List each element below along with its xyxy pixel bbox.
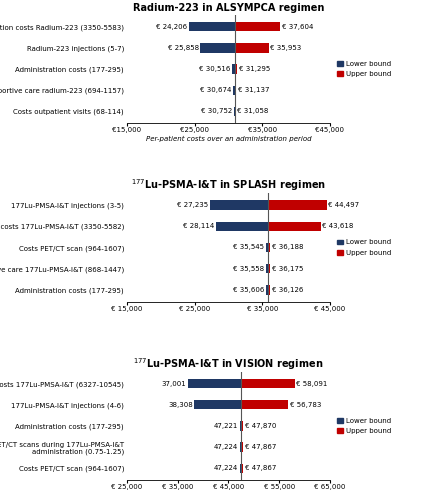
Text: € 43,618: € 43,618 [322, 224, 354, 230]
Text: 38,308: 38,308 [168, 402, 193, 407]
Text: € 27,235: € 27,235 [177, 202, 208, 208]
Legend: Lower bound, Upper bound: Lower bound, Upper bound [338, 418, 391, 434]
Legend: Lower bound, Upper bound: Lower bound, Upper bound [338, 61, 391, 77]
Title: $^{177}$Lu-PSMA-I&T in VISION regimen: $^{177}$Lu-PSMA-I&T in VISION regimen [133, 356, 324, 372]
Text: € 24,206: € 24,206 [157, 24, 187, 30]
Text: 47,224: 47,224 [214, 466, 238, 471]
Bar [242, 464, 243, 473]
Text: € 35,545: € 35,545 [233, 244, 264, 250]
X-axis label: Per-patient costs over an administration period: Per-patient costs over an administration… [146, 136, 311, 142]
Bar [242, 379, 295, 388]
Bar [242, 400, 288, 409]
Bar [234, 22, 280, 32]
Text: € 30,516: € 30,516 [199, 66, 230, 72]
Text: € 35,558: € 35,558 [233, 266, 264, 272]
Text: € 28,114: € 28,114 [183, 224, 214, 230]
Text: € 30,674: € 30,674 [200, 88, 231, 94]
Bar [234, 64, 237, 74]
Text: € 35,606: € 35,606 [233, 287, 265, 293]
Bar [233, 106, 234, 116]
Text: € 31,137: € 31,137 [238, 88, 269, 94]
Bar [240, 464, 242, 473]
Bar [195, 400, 242, 409]
Bar [266, 242, 268, 252]
Bar [268, 242, 270, 252]
Text: € 31,295: € 31,295 [239, 66, 270, 72]
Bar [188, 379, 242, 388]
Text: € 58,091: € 58,091 [297, 380, 328, 386]
Bar [216, 222, 268, 231]
Bar [189, 22, 234, 32]
Bar [268, 200, 327, 210]
Bar [268, 264, 270, 274]
Bar [234, 106, 236, 116]
Bar [201, 43, 234, 52]
Bar [268, 222, 321, 231]
Text: € 36,188: € 36,188 [272, 244, 303, 250]
Bar [233, 86, 234, 95]
Bar [268, 285, 270, 294]
Text: € 56,783: € 56,783 [290, 402, 321, 407]
Bar [240, 421, 242, 430]
Text: € 44,497: € 44,497 [328, 202, 359, 208]
Text: € 47,870: € 47,870 [244, 423, 276, 429]
Text: € 35,953: € 35,953 [270, 45, 302, 51]
Title: $^{177}$Lu-PSMA-I&T in SPLASH regimen: $^{177}$Lu-PSMA-I&T in SPLASH regimen [131, 178, 326, 194]
Text: € 47,867: € 47,867 [244, 466, 276, 471]
Text: € 37,604: € 37,604 [282, 24, 313, 30]
Text: € 31,058: € 31,058 [237, 108, 269, 114]
Bar [266, 264, 268, 274]
Text: € 47,867: € 47,867 [244, 444, 276, 450]
Legend: Lower bound, Upper bound: Lower bound, Upper bound [338, 240, 391, 256]
Text: € 30,752: € 30,752 [201, 108, 232, 114]
Bar [210, 200, 268, 210]
Bar [232, 64, 234, 74]
Text: € 36,175: € 36,175 [272, 266, 303, 272]
Bar [266, 285, 268, 294]
Bar [234, 43, 269, 52]
Text: € 25,858: € 25,858 [168, 45, 199, 51]
Text: 37,001: 37,001 [162, 380, 186, 386]
Text: 47,224: 47,224 [214, 444, 238, 450]
Bar [240, 442, 242, 452]
Bar [234, 86, 236, 95]
Text: € 36,126: € 36,126 [272, 287, 303, 293]
Title: Radium-223 in ALSYMPCA regimen: Radium-223 in ALSYMPCA regimen [133, 3, 324, 13]
Text: 47,221: 47,221 [214, 423, 238, 429]
Bar [242, 442, 243, 452]
Bar [242, 421, 243, 430]
